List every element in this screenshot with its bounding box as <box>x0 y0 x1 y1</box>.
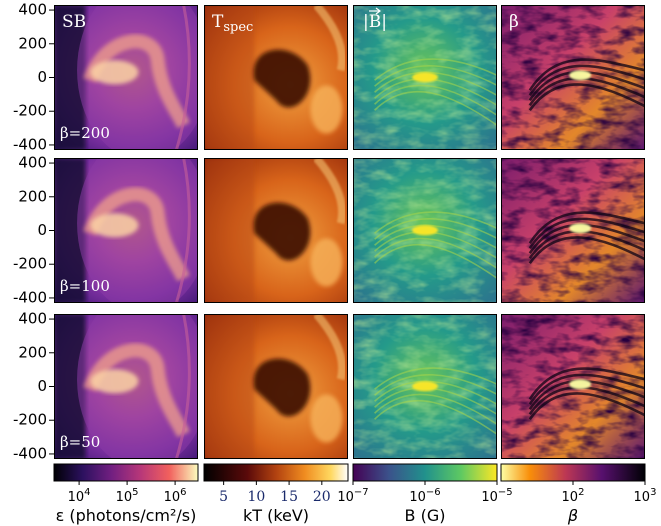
y-tick-label: -200 <box>13 411 47 429</box>
colorbar-gradient <box>53 463 199 482</box>
panel-sb-row-2 <box>54 158 198 303</box>
panel-kt-row-2 <box>204 158 348 303</box>
panel-title-beta: β <box>509 12 519 32</box>
panel-b-row-1 <box>353 5 497 150</box>
panel-b-row-2 <box>353 158 497 303</box>
colorbar-tick-label: 5 <box>219 489 228 505</box>
panel-kt-row-1 <box>204 5 348 150</box>
panel-sb-row-3 <box>54 314 198 459</box>
colorbar-beta: 102 103 β <box>500 463 657 525</box>
colorbar-tick-label: 106 <box>164 487 187 505</box>
row-label: β=50 <box>60 433 100 451</box>
colorbar-tick-label: 10−6 <box>409 487 440 505</box>
y-tick-label: 200 <box>18 187 47 205</box>
colorbar-tick-label: 105 <box>116 487 139 505</box>
colorbar-tick-label: 102 <box>562 487 585 505</box>
colorbar-label: β <box>567 506 578 525</box>
colorbar-b: 10−7 10−6 10−5 B (G) <box>337 463 513 525</box>
y-tick-label: 400 <box>18 154 47 172</box>
panel-beta-row-3 <box>501 314 645 459</box>
panel-beta-row-2 <box>501 158 645 303</box>
y-tick-label: 0 <box>37 68 47 86</box>
y-tick-label: 0 <box>37 377 47 395</box>
colorbar-tick-label: 10 <box>247 489 265 505</box>
panel-title-sb: SB <box>62 12 86 32</box>
colorbar-label: kT (keV) <box>243 506 309 525</box>
colorbar-gradient <box>500 463 646 482</box>
colorbar-label: ε (photons/cm²/s) <box>56 506 197 525</box>
colorbar-label: B (G) <box>405 506 446 525</box>
y-axes: 4002000-200-4004002000-200-4004002000-20… <box>13 1 54 462</box>
colorbar-tick-label: 15 <box>280 489 298 505</box>
colorbar-tick-label: 20 <box>313 489 331 505</box>
y-axis-row-2: 400 200 0 -200 -400 <box>13 154 54 306</box>
y-tick-label: 400 <box>18 310 47 328</box>
row-label: β=200 <box>60 124 110 142</box>
colorbar-gradient <box>203 463 349 482</box>
row-label: β=100 <box>60 277 110 295</box>
y-tick-label: -400 <box>13 135 47 153</box>
colorbar-tick-label: 103 <box>634 487 657 505</box>
y-axis-row-1: 400 200 0 -200 -400 <box>13 1 54 153</box>
y-tick-label: 400 <box>18 1 47 19</box>
colorbar-tick-label: 104 <box>68 487 91 505</box>
y-tick-label: -200 <box>13 102 47 120</box>
y-tick-label: -400 <box>13 444 47 462</box>
panel-title-b: |B| <box>363 12 387 32</box>
colorbar-tick-label: 10−7 <box>337 487 368 505</box>
y-tick-label: 200 <box>18 34 47 52</box>
y-tick-label: -400 <box>13 288 47 306</box>
panel-beta-row-1 <box>501 5 645 150</box>
panel-b-row-3 <box>353 314 497 459</box>
y-axis-row-3: 400 200 0 -200 -400 <box>13 310 54 462</box>
y-tick-label: -200 <box>13 255 47 273</box>
panel-sb-row-1 <box>54 5 198 150</box>
colorbar-gradient <box>352 463 498 482</box>
panel-kt-row-3 <box>204 314 348 459</box>
y-tick-label: 200 <box>18 343 47 361</box>
y-tick-label: 0 <box>37 221 47 239</box>
colorbar-tick-label: 10−5 <box>481 487 512 505</box>
